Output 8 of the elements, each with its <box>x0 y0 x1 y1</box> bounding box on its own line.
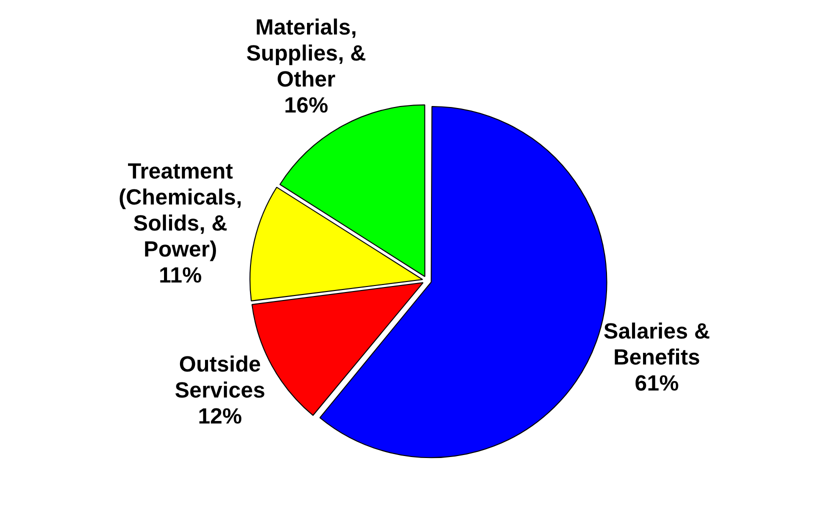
slice-label: Materials, Supplies, & Other <box>246 14 366 92</box>
data-label: 12% <box>198 403 242 428</box>
slice-label: Outside Services <box>174 351 266 402</box>
slice-label: Salaries & Benefits <box>604 318 710 370</box>
data-label: 61% <box>634 370 679 396</box>
data-label: 16% <box>284 92 328 118</box>
slice-label: Treatment (Chemicals, Solids, & Power) <box>118 158 242 262</box>
data-label: 11% <box>158 262 202 288</box>
